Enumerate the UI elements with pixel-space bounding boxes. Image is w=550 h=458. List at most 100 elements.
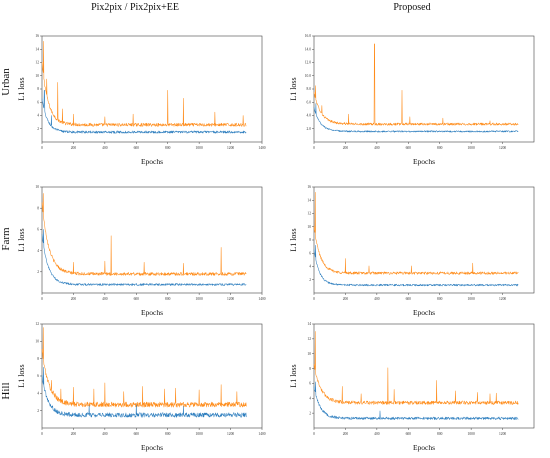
y-tick-label: 16.0 xyxy=(305,34,311,38)
x-tick-label: 1200 xyxy=(227,432,234,436)
y-tick-label: 6 xyxy=(37,374,39,378)
y-tick-label: 2 xyxy=(309,278,311,282)
y-tick-label: 10 xyxy=(35,185,39,189)
y-tick-label: 6 xyxy=(37,228,39,232)
series-line-blue xyxy=(41,367,247,418)
x-tick-label: 1200 xyxy=(227,146,234,150)
x-tick-label: 0 xyxy=(41,146,43,150)
x-tick-label: 0 xyxy=(313,297,315,301)
y-tick-label: 4 xyxy=(37,114,39,118)
x-tick-label: 800 xyxy=(165,432,171,436)
x-axis-label: Epochs xyxy=(413,308,435,317)
y-tick-label: 12.0 xyxy=(305,61,311,65)
x-tick-label: 200 xyxy=(71,432,77,436)
y-tick-label: 2 xyxy=(37,127,39,131)
x-tick-label: 400 xyxy=(102,297,108,301)
loss-chart-farm-baseline: 0 200 400 600 800 1000 1200 1400 2 4 6 8 10 Epochs L1 … xyxy=(17,185,266,317)
x-tick-label: 400 xyxy=(374,432,380,436)
y-tick-label: 6 xyxy=(309,251,311,255)
y-axis-label: L1 loss xyxy=(289,228,298,251)
x-axis-label: Epochs xyxy=(141,308,163,317)
x-axis-label: Epochs xyxy=(141,443,163,452)
x-tick-label: 400 xyxy=(374,297,380,301)
x-tick-label: 1200 xyxy=(499,146,506,150)
x-tick-label: 1400 xyxy=(258,146,265,150)
x-tick-label: 0 xyxy=(313,432,315,436)
x-tick-label: 600 xyxy=(134,432,140,436)
y-tick-label: 10.0 xyxy=(305,74,311,78)
series-line-orange xyxy=(313,331,519,405)
y-tick-label: 6 xyxy=(37,100,39,104)
x-tick-label: 800 xyxy=(165,297,171,301)
x-axis-label: Epochs xyxy=(141,157,163,166)
y-tick-label: 8.0 xyxy=(307,87,312,91)
y-tick-label: 14 xyxy=(307,198,311,202)
plot-frame xyxy=(313,186,535,294)
x-tick-label: 200 xyxy=(71,146,77,150)
y-tick-label: 8 xyxy=(37,357,39,361)
loss-chart-farm-proposed: 0 200 400 600 800 1000 1200 2 4 6 8 10 12 14 16 Epochs L… xyxy=(289,185,535,317)
y-tick-label: 16 xyxy=(35,34,39,38)
series-line-blue xyxy=(313,381,519,420)
x-tick-label: 600 xyxy=(406,432,412,436)
y-axis-label: L1 loss xyxy=(17,228,26,251)
series-line-blue xyxy=(313,245,519,287)
y-tick-label: 12 xyxy=(307,212,311,216)
y-axis-label: L1 loss xyxy=(289,77,298,100)
y-tick-label: 2.0 xyxy=(307,127,312,131)
y-tick-label: 14.0 xyxy=(305,47,311,51)
x-axis-label: Epochs xyxy=(413,443,435,452)
y-tick-label: 8 xyxy=(37,87,39,91)
plot-frame xyxy=(313,323,535,429)
series-line-orange xyxy=(41,41,247,127)
column-title-proposed: Proposed xyxy=(393,2,431,13)
x-tick-label: 600 xyxy=(406,297,412,301)
y-tick-label: 2 xyxy=(309,411,311,415)
loss-chart-hill-baseline: 0 200 400 600 800 1000 1200 1400 2 4 6 8 10 12 Epochs L… xyxy=(17,322,266,452)
x-tick-label: 200 xyxy=(343,432,349,436)
y-tick-label: 4 xyxy=(309,265,311,269)
series-line-orange xyxy=(41,327,247,408)
y-tick-label: 8 xyxy=(37,206,39,210)
y-tick-label: 14 xyxy=(35,47,39,51)
series-line-blue xyxy=(41,90,247,134)
x-tick-label: 1400 xyxy=(258,297,265,301)
x-tick-label: 1000 xyxy=(196,297,203,301)
y-tick-label: 10 xyxy=(35,74,39,78)
series-line-orange xyxy=(313,43,519,126)
x-tick-label: 1000 xyxy=(468,297,475,301)
plot-frame xyxy=(41,323,263,429)
y-tick-label: 4.0 xyxy=(307,114,312,118)
y-axis-label: L1 loss xyxy=(289,364,298,387)
x-tick-label: 200 xyxy=(343,297,349,301)
y-tick-label: 6 xyxy=(309,382,311,386)
y-tick-label: 10 xyxy=(307,352,311,356)
loss-chart-urban-baseline: 0 200 400 600 800 1000 1200 1400 2 4 6 8 10 12 14 16 Epo… xyxy=(17,34,266,166)
y-tick-label: 12 xyxy=(35,322,39,326)
series-line-blue xyxy=(41,229,247,286)
x-tick-label: 800 xyxy=(437,146,443,150)
series-line-blue xyxy=(313,103,519,133)
x-tick-label: 800 xyxy=(165,146,171,150)
y-tick-label: 2 xyxy=(37,409,39,413)
x-tick-label: 1000 xyxy=(468,432,475,436)
y-axis-label: L1 loss xyxy=(17,364,26,387)
x-axis-label: Epochs xyxy=(413,157,435,166)
y-tick-label: 4 xyxy=(37,249,39,253)
y-axis-label: L1 loss xyxy=(17,77,26,100)
series-line-orange xyxy=(41,193,247,276)
x-tick-label: 1200 xyxy=(499,297,506,301)
x-tick-label: 600 xyxy=(134,146,140,150)
y-tick-label: 16 xyxy=(307,185,311,189)
x-tick-label: 1000 xyxy=(196,146,203,150)
x-tick-label: 1000 xyxy=(468,146,475,150)
y-tick-label: 4 xyxy=(309,396,311,400)
x-tick-label: 0 xyxy=(313,146,315,150)
x-tick-label: 400 xyxy=(102,432,108,436)
column-title-baseline: Pix2pix / Pix2pix+EE xyxy=(91,2,179,13)
x-tick-label: 200 xyxy=(71,297,77,301)
series-line-orange xyxy=(313,192,519,275)
y-tick-label: 4 xyxy=(37,392,39,396)
x-tick-label: 200 xyxy=(343,146,349,150)
x-tick-label: 600 xyxy=(134,297,140,301)
